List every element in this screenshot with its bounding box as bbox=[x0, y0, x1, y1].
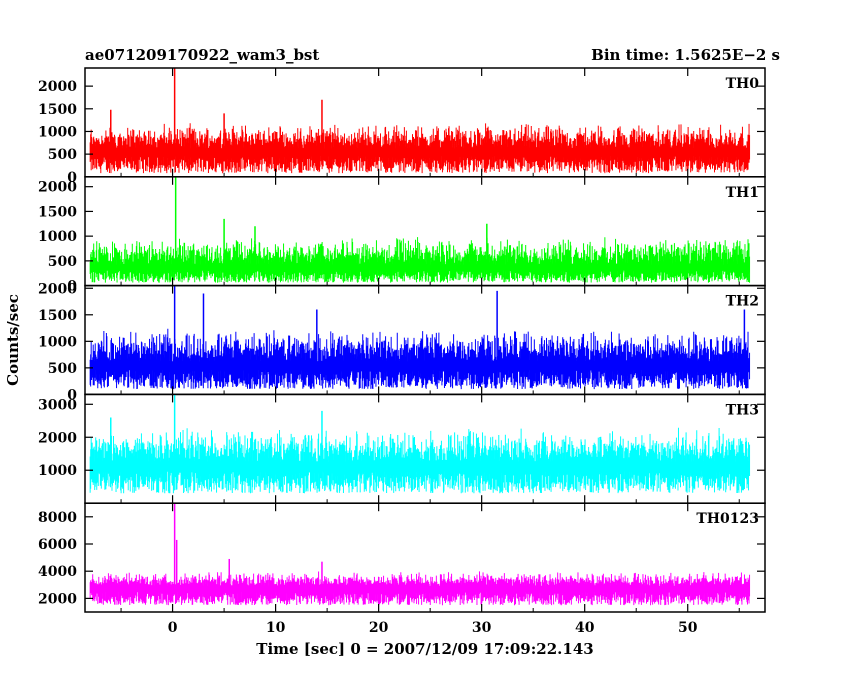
panel-th0123-series-group bbox=[89, 503, 751, 606]
xtick-label-2: 20 bbox=[369, 620, 389, 636]
series-th1 bbox=[89, 237, 751, 283]
panel-label-th0: TH0 bbox=[726, 76, 760, 92]
ytick-label-th0123-1: 4000 bbox=[38, 564, 77, 580]
panel-th2-series-group bbox=[89, 285, 751, 390]
ytick-label-th0-1: 500 bbox=[48, 147, 77, 163]
panel-label-th1: TH1 bbox=[726, 185, 759, 201]
ytick-label-th3-0: 1000 bbox=[38, 463, 77, 479]
ytick-label-th0123-2: 6000 bbox=[38, 537, 77, 553]
y-axis-label: Counts/sec bbox=[4, 294, 22, 386]
series-th2 bbox=[89, 328, 751, 390]
ytick-label-th3-1: 2000 bbox=[38, 430, 77, 446]
ytick-label-th2-3: 1500 bbox=[38, 308, 77, 324]
xtick-label-3: 30 bbox=[472, 620, 492, 636]
ytick-label-th1-0: 0 bbox=[67, 279, 77, 295]
ytick-label-th1-3: 1500 bbox=[38, 204, 77, 220]
panel-label-th3: TH3 bbox=[726, 402, 759, 418]
panel-th3-series-group bbox=[89, 394, 751, 494]
xtick-label-1: 10 bbox=[266, 620, 286, 636]
x-axis-label: Time [sec] 0 = 2007/12/09 17:09:22.143 bbox=[256, 640, 593, 658]
ytick-label-th0123-3: 8000 bbox=[38, 510, 77, 526]
ytick-label-th0-4: 2000 bbox=[38, 79, 77, 95]
ytick-label-th2-0: 0 bbox=[67, 387, 77, 403]
ytick-label-th0-3: 1500 bbox=[38, 102, 77, 118]
bin-time-label: Bin time: 1.5625E−2 s bbox=[591, 46, 780, 64]
series-th0123 bbox=[89, 571, 751, 606]
ytick-label-th1-1: 500 bbox=[48, 254, 77, 270]
ytick-label-th1-4: 2000 bbox=[38, 180, 77, 196]
ytick-label-th1-2: 1000 bbox=[38, 229, 77, 245]
panel-th0-series-group bbox=[89, 68, 751, 174]
panel-th1-series-group bbox=[89, 176, 751, 283]
series-th3 bbox=[89, 427, 751, 494]
ytick-label-th2-4: 2000 bbox=[38, 281, 77, 297]
ytick-label-th0-2: 1000 bbox=[38, 124, 77, 140]
xtick-label-4: 40 bbox=[575, 620, 595, 636]
ytick-label-th0-0: 0 bbox=[67, 170, 77, 186]
ytick-label-th2-1: 500 bbox=[48, 361, 77, 377]
chart-title: ae071209170922_wam3_bst bbox=[85, 46, 319, 64]
ytick-label-th0123-0: 2000 bbox=[38, 591, 77, 607]
ytick-label-th3-2: 3000 bbox=[38, 397, 77, 413]
xtick-label-0: 0 bbox=[168, 620, 178, 636]
ytick-label-th2-2: 1000 bbox=[38, 334, 77, 350]
xtick-label-5: 50 bbox=[678, 620, 698, 636]
panel-label-th0123: TH0123 bbox=[696, 511, 759, 527]
series-th0 bbox=[89, 123, 751, 174]
panel-frame-th0123 bbox=[84, 502, 766, 613]
panel-label-th2: TH2 bbox=[726, 294, 759, 310]
